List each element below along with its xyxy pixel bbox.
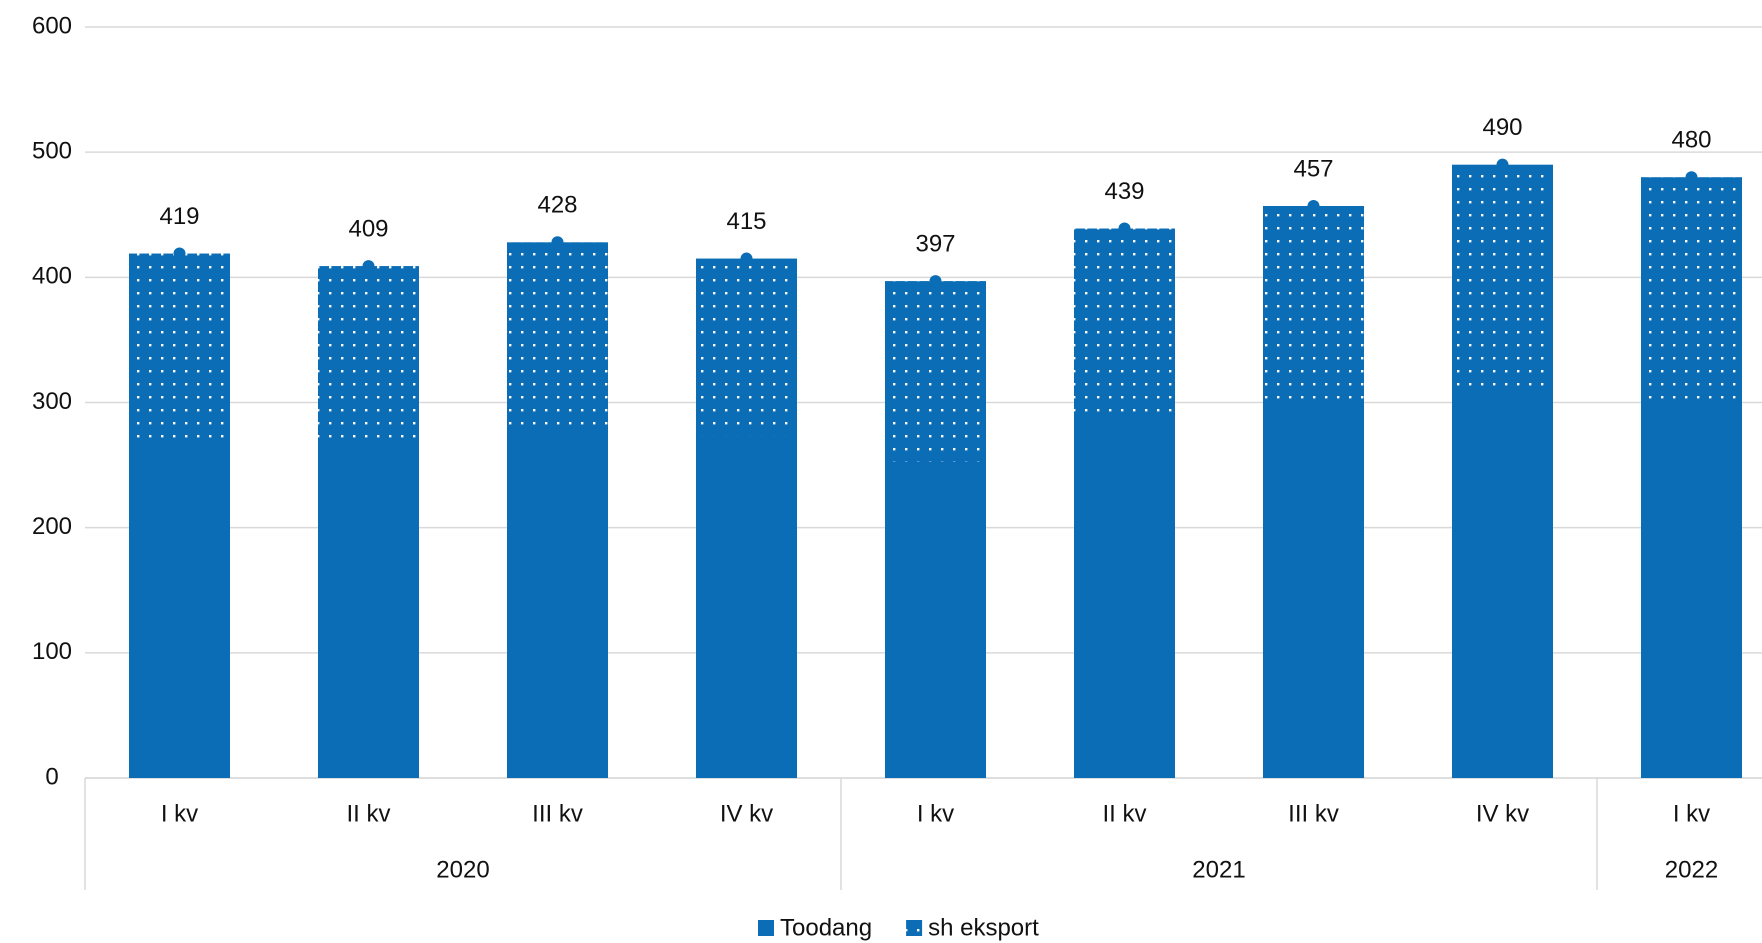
x-tick-label: II kv: [346, 800, 390, 827]
data-label: 419: [159, 203, 199, 230]
point-marker: [1685, 171, 1698, 184]
y-tick-label: 100: [32, 638, 72, 665]
y-tick-label: 0: [45, 763, 58, 790]
x-tick-label: IV kv: [1476, 800, 1529, 827]
y-tick-label: 500: [32, 138, 72, 165]
point-marker: [1118, 222, 1131, 235]
legend-label: Toodang: [780, 914, 872, 941]
legend-swatch: [906, 920, 923, 936]
bar-export: [1452, 164, 1553, 387]
legend-label: sh eksport: [928, 914, 1039, 941]
x-tick-label: I kv: [161, 800, 198, 827]
x-tick-label: I kv: [917, 800, 954, 827]
legend-swatch: [758, 920, 774, 936]
data-label: 490: [1482, 114, 1522, 141]
point-marker: [1496, 158, 1509, 171]
data-label: 457: [1293, 155, 1333, 182]
point-marker: [362, 260, 375, 273]
x-group-label: 2022: [1665, 856, 1718, 883]
bar-export: [696, 258, 797, 436]
data-label: 439: [1104, 178, 1144, 205]
point-marker: [1307, 199, 1320, 212]
point-marker: [740, 252, 753, 265]
x-tick-label: III kv: [1288, 800, 1339, 827]
x-tick-label: IV kv: [720, 800, 773, 827]
x-group-label: 2020: [436, 856, 489, 883]
bar-export: [129, 253, 230, 441]
data-label: 409: [348, 215, 388, 242]
point-marker: [551, 236, 564, 249]
y-tick-label: 400: [32, 263, 72, 290]
bar-export: [1641, 177, 1742, 402]
y-tick-label: 200: [32, 513, 72, 540]
point-marker: [173, 247, 186, 260]
bar-export: [1263, 205, 1364, 407]
data-label: 428: [537, 192, 577, 219]
bar-export: [507, 242, 608, 428]
y-tick-label: 300: [32, 388, 72, 415]
x-tick-label: III kv: [532, 800, 583, 827]
x-tick-label: I kv: [1673, 800, 1710, 827]
x-tick-label: II kv: [1102, 800, 1146, 827]
bar-export: [318, 266, 419, 443]
bar-export: [1074, 228, 1175, 422]
data-label: 415: [726, 208, 766, 235]
point-marker: [929, 275, 942, 288]
y-tick-label: 600: [32, 12, 72, 39]
data-label: 480: [1671, 127, 1711, 154]
bar-export: [885, 281, 986, 462]
x-group-label: 2021: [1192, 856, 1245, 883]
data-label: 397: [915, 230, 955, 257]
